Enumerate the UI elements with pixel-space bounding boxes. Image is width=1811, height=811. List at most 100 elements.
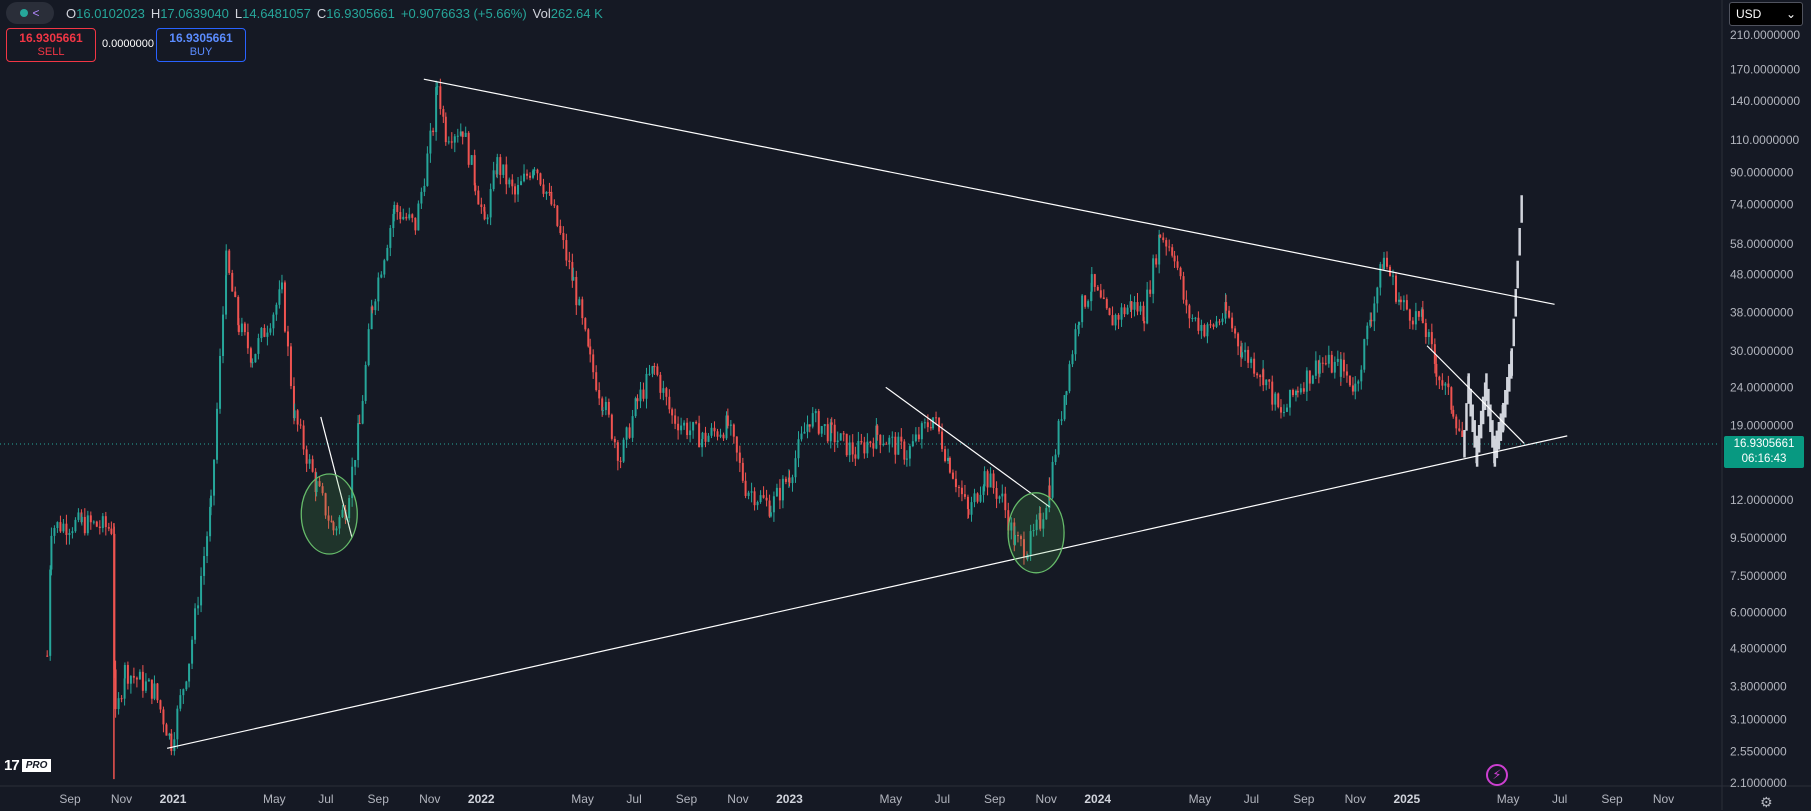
candle-body — [966, 496, 969, 510]
candle-body — [692, 422, 695, 431]
symbol-pill[interactable]: < — [6, 2, 54, 24]
candle-body — [607, 401, 610, 415]
candle-body — [735, 436, 738, 453]
candle-body — [405, 216, 408, 219]
candle-body — [998, 496, 1001, 499]
candle-body — [894, 436, 897, 455]
candle-body — [246, 332, 249, 349]
candle-body — [110, 528, 113, 534]
candle-body — [759, 495, 762, 503]
candle-body — [1228, 310, 1231, 318]
candle-body — [206, 536, 209, 557]
candle-body — [1155, 258, 1158, 265]
candle-body — [668, 396, 671, 410]
candle-body — [249, 348, 252, 363]
candle-body — [750, 491, 753, 493]
candle-body — [826, 424, 829, 442]
symbol-dot-icon — [20, 9, 29, 17]
price-axis: 210.0000000 170.0000000 140.0000000 110.000… — [1730, 28, 1800, 790]
candle-body — [429, 130, 432, 154]
candle-body — [144, 681, 147, 691]
close-value: 16.9305661 — [326, 5, 395, 21]
candle-body — [141, 671, 144, 691]
projection-bar — [1465, 403, 1468, 431]
bolt-icon[interactable]: ⚡ — [1486, 764, 1508, 786]
projection-bar — [1512, 318, 1516, 347]
candle-body — [251, 362, 254, 364]
candle-body — [587, 329, 590, 347]
candle-body — [882, 443, 885, 445]
candle-body — [1054, 454, 1057, 462]
candle-body — [1042, 519, 1045, 529]
candle-body — [327, 515, 330, 521]
candle-body — [1302, 388, 1305, 392]
circle-2023 — [1007, 492, 1065, 574]
candle-body — [616, 442, 619, 461]
candle-body — [957, 487, 960, 489]
candle-body — [1444, 383, 1447, 386]
candle-body — [1108, 308, 1111, 316]
time-tick-label: Sep — [368, 792, 390, 806]
candle-body — [1143, 321, 1146, 324]
candle-body — [53, 528, 56, 536]
candle-body — [1240, 346, 1243, 358]
candle-body — [756, 502, 759, 506]
candle-body — [467, 132, 470, 165]
time-tick-label: Nov — [727, 792, 748, 806]
candle-body — [1200, 324, 1203, 331]
candle-body — [1078, 322, 1081, 326]
buy-button[interactable]: 16.9305661 BUY — [156, 28, 246, 62]
sell-button[interactable]: 16.9305661 SELL — [6, 28, 96, 62]
ohlc-values: O16.0102023 H17.0639040 L14.6481057 C16.… — [66, 6, 603, 21]
candle-body — [324, 493, 327, 516]
tradingview-logo-icon[interactable]: 17 PRO — [4, 757, 52, 774]
chevron-down-icon: ⌄ — [1785, 7, 1796, 21]
candle-body — [243, 323, 246, 333]
candle-body — [1090, 274, 1093, 292]
change-value: +0.9076633 (+5.66%) — [400, 5, 527, 21]
candle-body — [357, 423, 360, 461]
price-tick-label: 30.0000000 — [1730, 344, 1794, 358]
currency-select[interactable]: USD ⌄ — [1729, 2, 1803, 26]
gear-icon[interactable]: ⚙ — [1760, 794, 1773, 810]
candle-body — [639, 389, 642, 402]
candle-body — [885, 443, 888, 445]
time-tick-label: 2025 — [1393, 792, 1420, 806]
candle-body — [470, 155, 473, 165]
candle-body — [1414, 311, 1417, 325]
projection-bar — [1497, 422, 1501, 450]
candle-body — [436, 86, 439, 88]
candle-body — [1117, 314, 1120, 320]
time-tick-label: Jul — [626, 792, 641, 806]
candle-body — [1314, 360, 1317, 376]
candle-body — [911, 441, 914, 447]
candle-body — [318, 481, 321, 487]
candle-body — [704, 432, 707, 442]
high-value: 17.0639040 — [160, 5, 229, 21]
candle-body — [803, 431, 806, 434]
candle-body — [439, 86, 442, 110]
candle-body — [523, 173, 526, 182]
time-tick-label: 2023 — [776, 792, 803, 806]
candle-body — [598, 390, 601, 399]
candle-body — [46, 655, 49, 657]
candle-body — [489, 189, 492, 218]
candle-body — [216, 408, 219, 460]
candle-body — [963, 494, 966, 497]
candle-body — [1133, 302, 1136, 310]
candle-body — [1004, 493, 1007, 511]
candle-body — [98, 526, 101, 529]
projection-bar — [1520, 195, 1523, 223]
candle-body — [1327, 354, 1330, 364]
candle-body — [710, 427, 713, 436]
candle-body — [1084, 295, 1087, 307]
candle-body — [1265, 379, 1268, 386]
candle-body — [321, 486, 324, 494]
candle-body — [769, 512, 772, 517]
candle-body — [464, 132, 467, 137]
candle-body — [435, 87, 438, 133]
share-icon[interactable]: < — [32, 6, 40, 20]
price-tick-label: 74.0000000 — [1730, 197, 1794, 211]
